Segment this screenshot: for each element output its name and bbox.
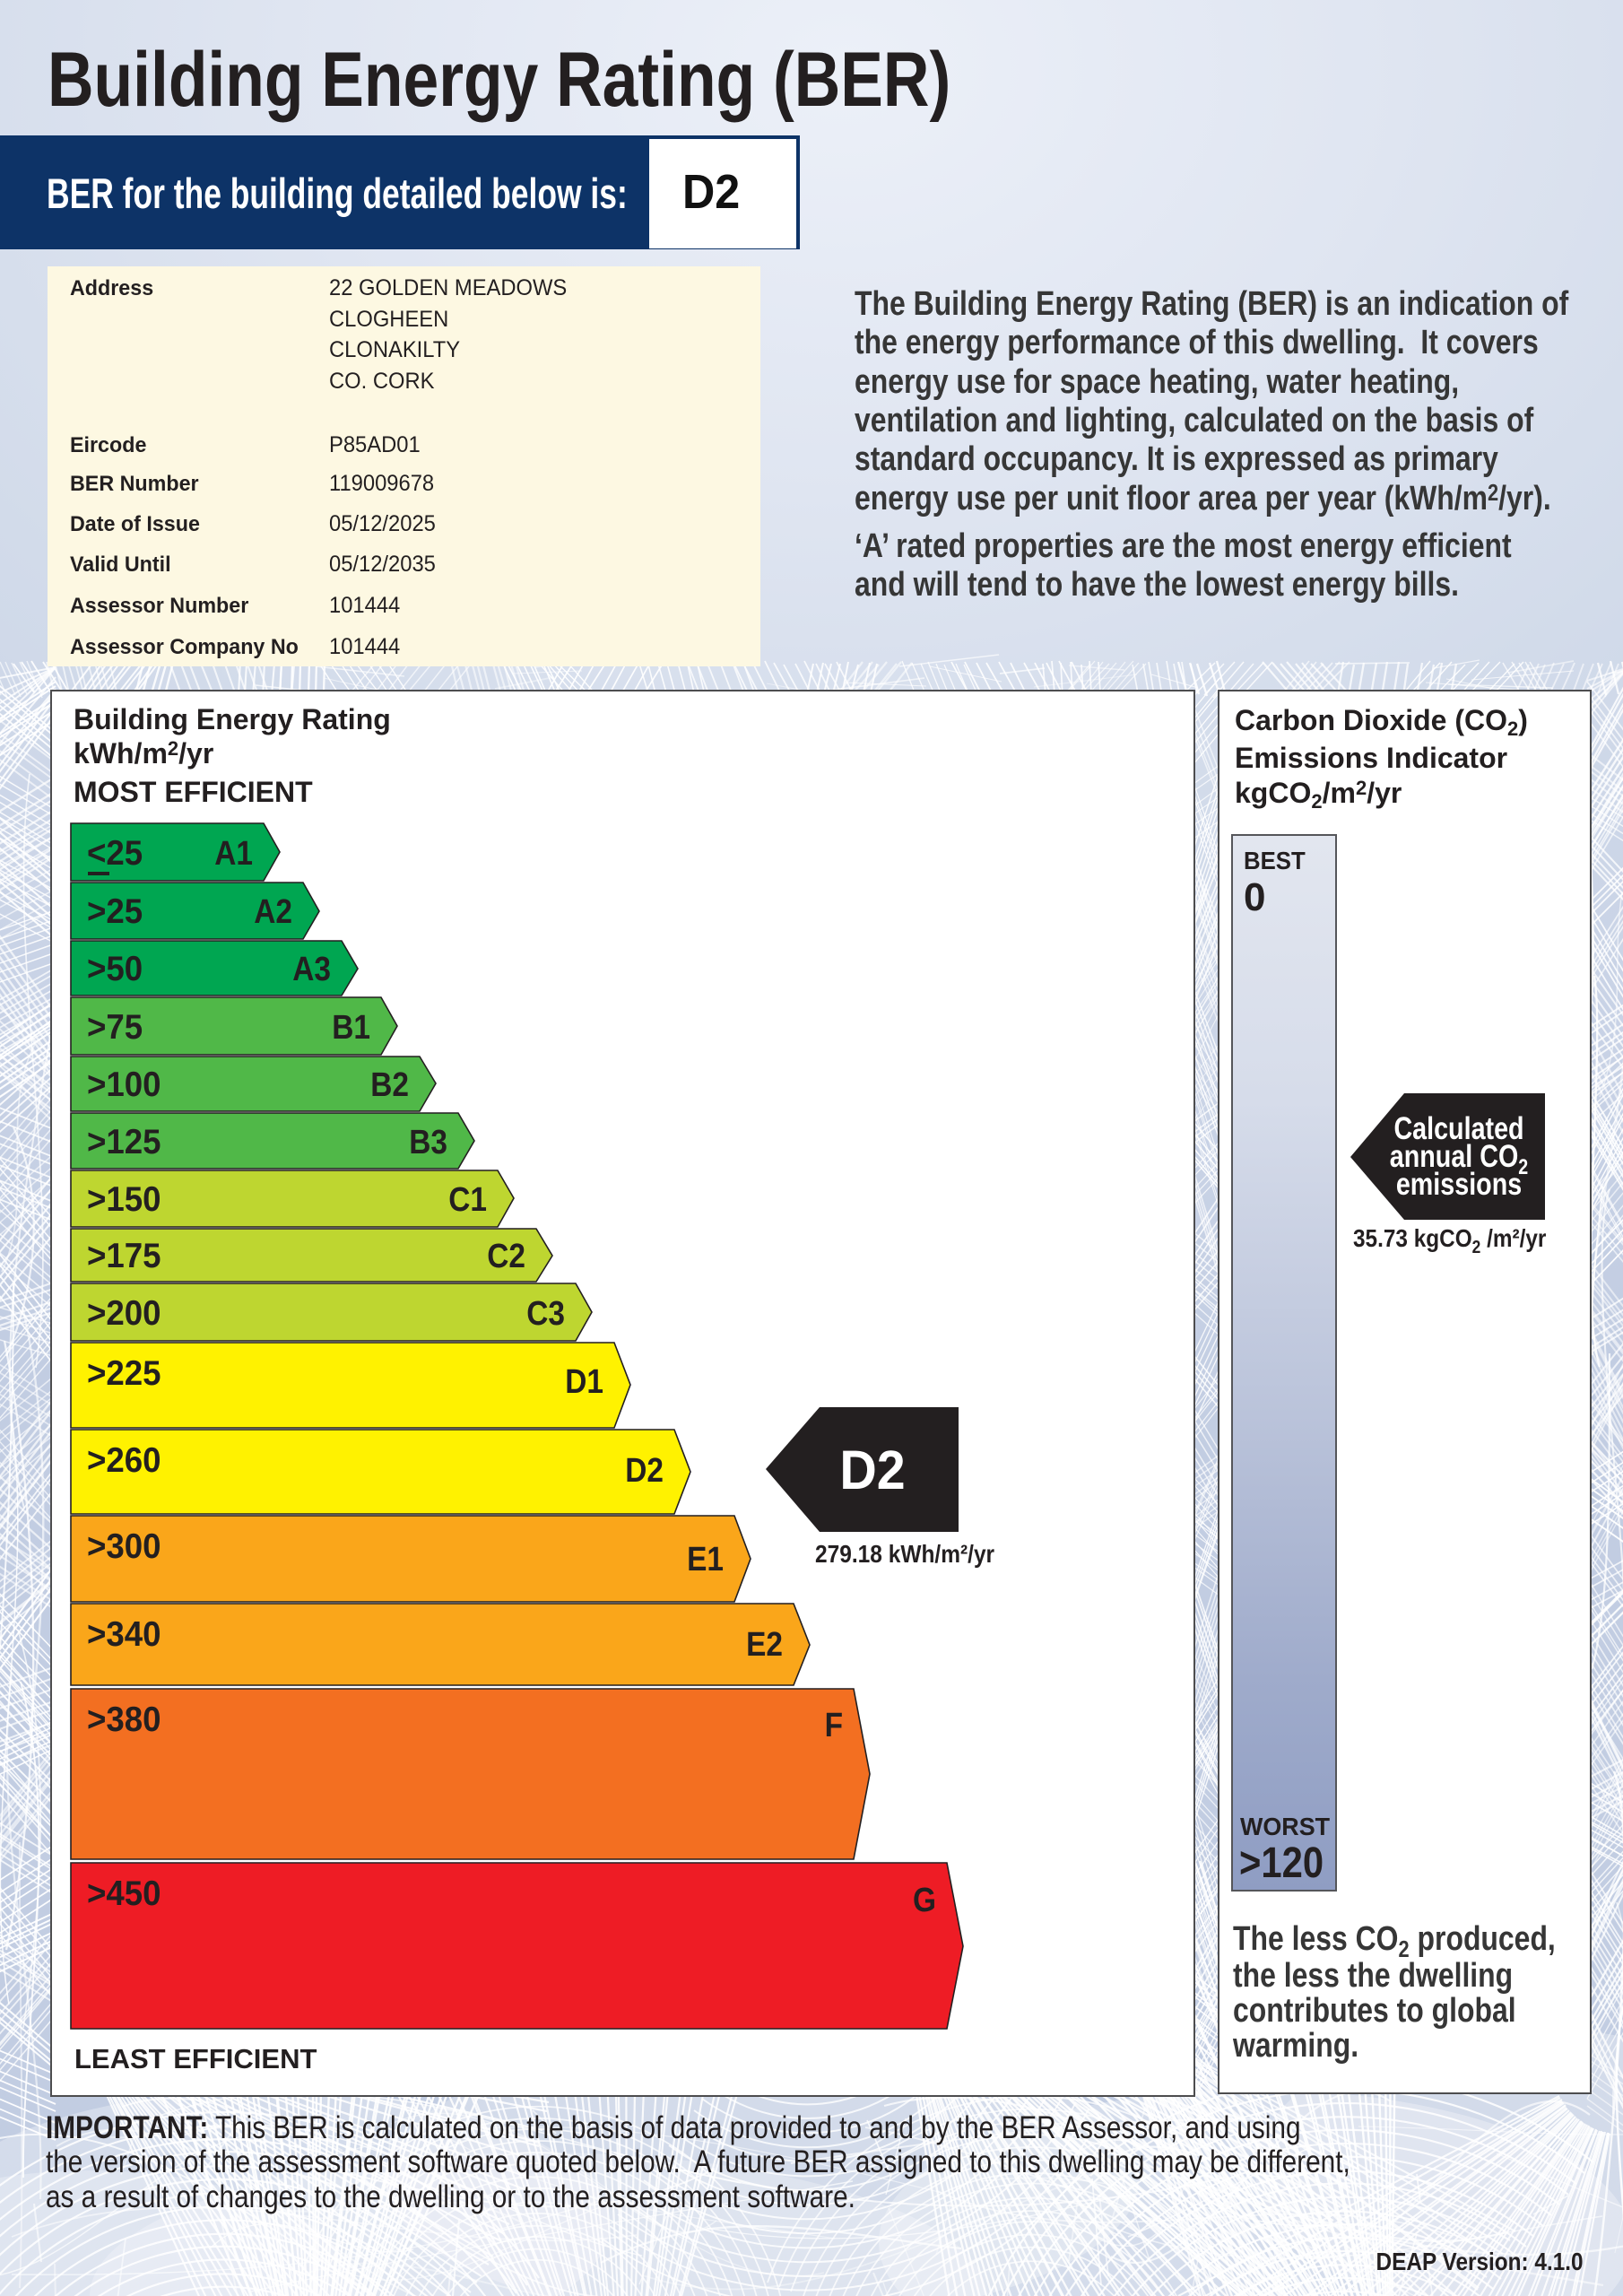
svg-text:Calculated: Calculated <box>1393 1110 1523 1145</box>
svg-text:>340: >340 <box>87 1615 161 1654</box>
svg-text:B3: B3 <box>409 1123 447 1161</box>
svg-text:35.73 kgCO2 /m²/yr: 35.73 kgCO2 /m²/yr <box>1353 1223 1546 1257</box>
svg-text:C2: C2 <box>487 1237 525 1274</box>
svg-text:annual CO2: annual CO2 <box>1390 1138 1528 1178</box>
svg-text:C3: C3 <box>526 1294 565 1332</box>
svg-text:>175: >175 <box>87 1237 161 1275</box>
svg-text:E1: E1 <box>687 1540 724 1578</box>
svg-text:<25: <25 <box>87 834 143 873</box>
svg-text:>50: >50 <box>87 950 143 988</box>
svg-text:B2: B2 <box>370 1065 409 1103</box>
svg-text:B1: B1 <box>332 1008 370 1046</box>
svg-text:D2: D2 <box>839 1439 905 1500</box>
svg-text:>25: >25 <box>87 892 143 931</box>
svg-text:A3: A3 <box>292 950 331 987</box>
svg-text:A1: A1 <box>214 834 253 872</box>
svg-text:C1: C1 <box>448 1180 487 1218</box>
svg-text:G: G <box>913 1881 936 1918</box>
svg-text:E2: E2 <box>746 1625 783 1663</box>
svg-text:D1: D1 <box>565 1362 603 1400</box>
svg-text:A2: A2 <box>254 892 292 930</box>
svg-text:>380: >380 <box>87 1700 161 1739</box>
svg-text:>150: >150 <box>87 1180 161 1219</box>
svg-text:>300: >300 <box>87 1527 161 1566</box>
svg-text:>200: >200 <box>87 1294 161 1333</box>
svg-text:279.18 kWh/m²/yr: 279.18 kWh/m²/yr <box>815 1539 994 1568</box>
svg-text:>225: >225 <box>87 1354 161 1393</box>
svg-text:emissions: emissions <box>1396 1166 1522 1201</box>
svg-text:F: F <box>825 1706 843 1744</box>
svg-text:>100: >100 <box>87 1065 161 1104</box>
svg-text:>125: >125 <box>87 1123 161 1161</box>
svg-text:>450: >450 <box>87 1874 161 1913</box>
svg-text:>260: >260 <box>87 1441 161 1480</box>
svg-text:>75: >75 <box>87 1008 143 1047</box>
svg-text:D2: D2 <box>625 1451 664 1489</box>
